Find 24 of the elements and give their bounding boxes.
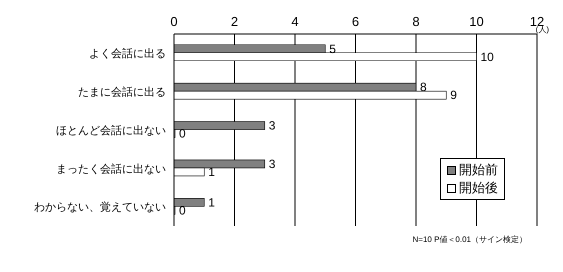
x-tick-label: 8: [412, 14, 420, 29]
y-tick-label: よく会話に出る: [89, 47, 166, 60]
legend-label: 開始後: [459, 179, 498, 197]
y-tick-label: わからない、覚えていない: [34, 200, 166, 214]
y-tick-label: たまに会話に出る: [78, 86, 166, 99]
text: N=10 P値＜0.01（サイン検定）: [412, 234, 527, 245]
x-tick-label: 0: [170, 14, 178, 29]
data-label: 1: [208, 195, 216, 210]
x-axis-title: (人): [536, 25, 549, 35]
y-tick-label: ほとんど会話に出ない: [56, 124, 166, 137]
data-label: 0: [179, 126, 186, 141]
data-label: 0: [179, 203, 186, 218]
data-label: 10: [480, 50, 494, 64]
legend-label: 開始前: [459, 161, 498, 179]
data-label: 9: [450, 88, 458, 102]
y-tick-label: まったく会話に出ない: [56, 162, 166, 176]
x-tick-label: 10: [469, 14, 484, 29]
data-label: 8: [420, 80, 427, 94]
x-tick-label: 6: [352, 14, 360, 29]
data-label: 3: [268, 118, 276, 133]
data-label: 1: [208, 164, 216, 179]
data-label: 3: [268, 156, 276, 171]
x-tick-label: 4: [291, 14, 299, 29]
x-tick-label: 2: [230, 14, 238, 29]
